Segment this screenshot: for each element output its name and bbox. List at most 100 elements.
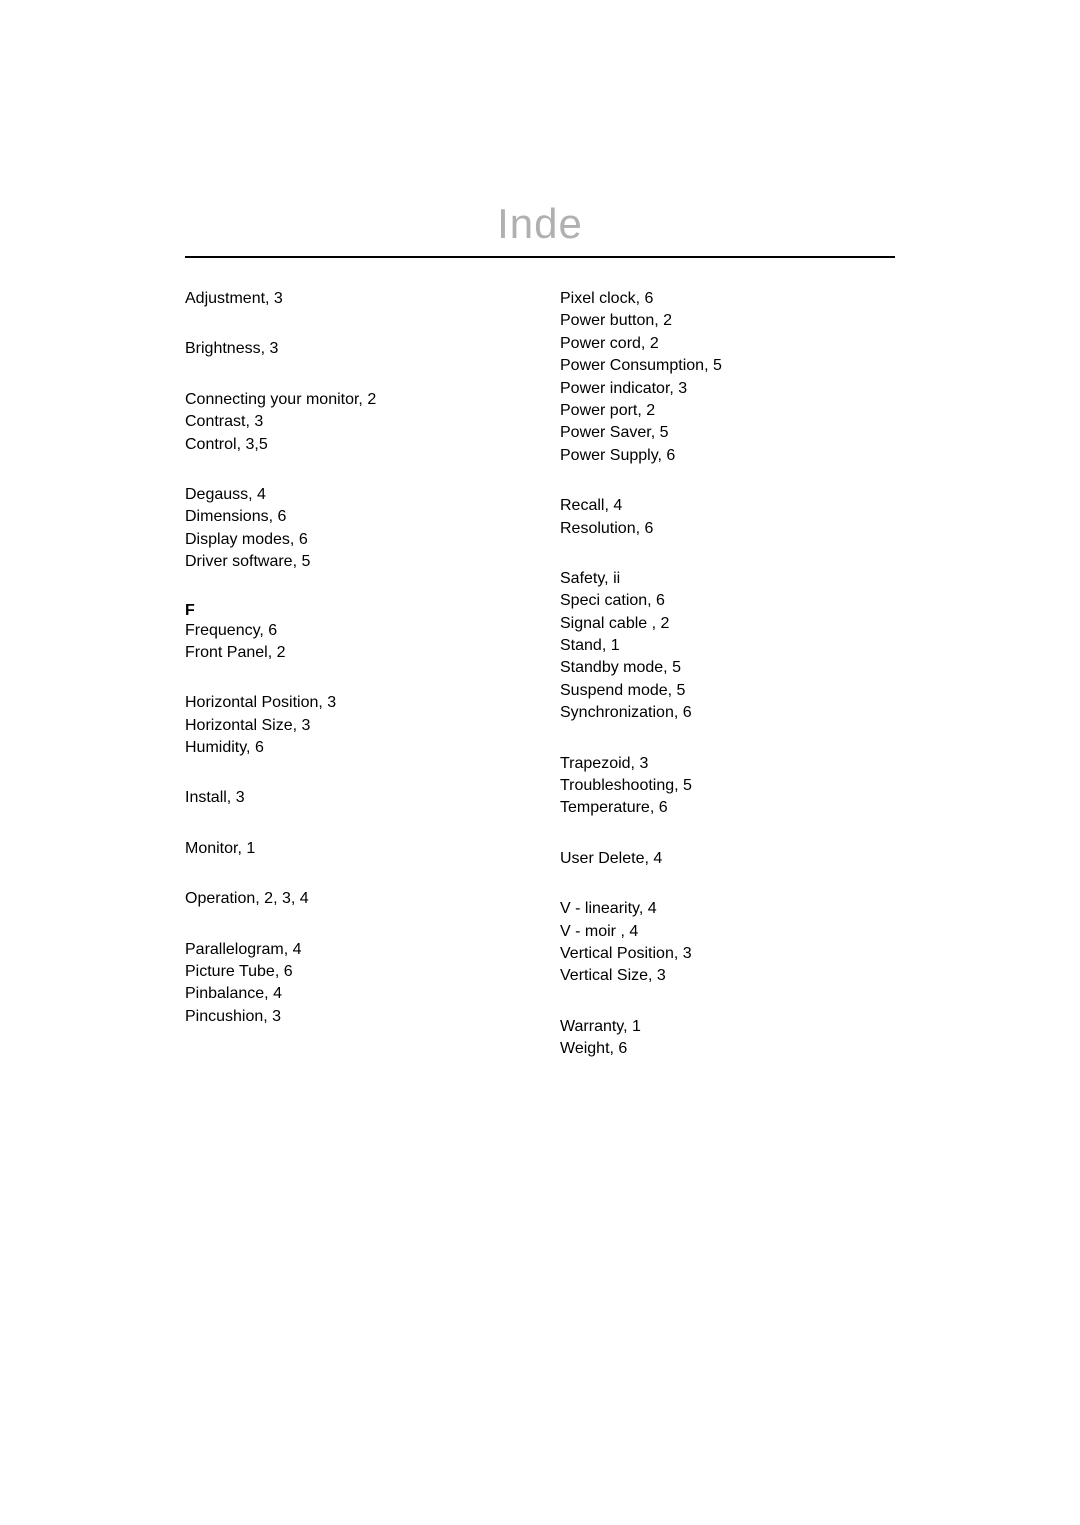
entry-term: Power Consumption,	[560, 357, 709, 374]
entry-term: Parallelogram,	[185, 941, 288, 958]
entry-term: Frequency,	[185, 622, 264, 639]
index-entry: Control, 3,5	[185, 434, 520, 456]
entry-pages: 4	[643, 900, 656, 917]
index-section: Install, 3	[185, 787, 520, 809]
index-section: Horizontal Position, 3Horizontal Size, 3…	[185, 692, 520, 759]
entry-term: Picture Tube,	[185, 963, 279, 980]
entry-term: Install,	[185, 789, 231, 806]
entry-pages: 4	[269, 985, 282, 1002]
entry-pages: 6	[654, 799, 667, 816]
entry-pages: 1	[242, 840, 255, 857]
index-entry: Standby mode, 5	[560, 657, 895, 679]
entry-term: Monitor,	[185, 840, 242, 857]
entry-pages: 6	[640, 290, 653, 307]
entry-term: Control,	[185, 436, 241, 453]
entry-pages: 1	[628, 1018, 641, 1035]
entry-pages: 4	[649, 850, 662, 867]
entry-term: Vertical Size,	[560, 967, 652, 984]
entry-pages: 6	[678, 704, 691, 721]
index-entry: Resolution, 6	[560, 518, 895, 540]
index-entry: Brightness, 3	[185, 338, 520, 360]
entry-pages: 2	[645, 335, 658, 352]
index-entry: Power button, 2	[560, 310, 895, 332]
entry-term: Power Supply,	[560, 447, 662, 464]
entry-term: Power cord,	[560, 335, 645, 352]
entry-term: Trapezoid,	[560, 755, 635, 772]
entry-pages: 3	[652, 967, 665, 984]
index-entry: Recall, 4	[560, 495, 895, 517]
right-column: Pixel clock, 6Power button, 2 Power cord,…	[560, 288, 895, 1089]
index-entry: Frequency, 6	[185, 620, 520, 642]
index-entry: Operation, 2, 3, 4	[185, 888, 520, 910]
entry-term: Temperature,	[560, 799, 654, 816]
index-entry: Install, 3	[185, 787, 520, 809]
entry-pages: 4	[625, 923, 638, 940]
index-entry: Power Saver, 5	[560, 422, 895, 444]
entry-pages: 3	[250, 413, 263, 430]
index-entry: V - linearity, 4	[560, 898, 895, 920]
entry-pages: 4	[253, 486, 266, 503]
left-column: Adjustment, 3Brightness, 3Connecting you…	[185, 288, 520, 1089]
index-entry: Power indicator, 3	[560, 378, 895, 400]
entry-pages: 5	[655, 424, 668, 441]
index-section: Brightness, 3	[185, 338, 520, 360]
entry-term: Display modes,	[185, 531, 294, 548]
entry-pages: 3	[678, 945, 691, 962]
entry-pages: 3,5	[241, 436, 268, 453]
entry-pages: 2	[363, 391, 376, 408]
entry-pages: 3	[269, 290, 282, 307]
entry-term: Signal cable ,	[560, 615, 656, 632]
index-section: Safety, iiSpeci cation, 6Signal cable , …	[560, 568, 895, 725]
index-entry: Speci cation, 6	[560, 590, 895, 612]
index-entry: Pixel clock, 6	[560, 288, 895, 310]
entry-term: V - moir ,	[560, 923, 625, 940]
entry-term: Brightness,	[185, 340, 265, 357]
index-section: Parallelogram, 4Picture Tube, 6Pinbalanc…	[185, 939, 520, 1029]
entry-pages: 6	[279, 963, 292, 980]
index-entry: Degauss, 4	[185, 484, 520, 506]
index-section: Operation, 2, 3, 4	[185, 888, 520, 910]
index-section: Pixel clock, 6Power button, 2 Power cord,…	[560, 288, 895, 467]
entry-pages: 4	[609, 497, 622, 514]
index-entry: Temperature, 6	[560, 797, 895, 819]
index-section: Warranty, 1Weight, 6	[560, 1016, 895, 1061]
entry-pages: 6	[251, 739, 264, 756]
entry-pages: 2	[272, 644, 285, 661]
index-section: Monitor, 1	[185, 838, 520, 860]
index-entry: V - moir , 4	[560, 921, 895, 943]
entry-term: V - linearity,	[560, 900, 643, 917]
entry-pages: 6	[294, 531, 307, 548]
page-title: Inde	[185, 200, 895, 248]
entry-pages: ii	[609, 570, 621, 587]
index-entry: Display modes, 6	[185, 529, 520, 551]
index-section: User Delete, 4	[560, 848, 895, 870]
index-columns: Adjustment, 3Brightness, 3Connecting you…	[185, 288, 895, 1089]
index-entry: Warranty, 1	[560, 1016, 895, 1038]
entry-term: Front Panel,	[185, 644, 272, 661]
entry-pages: 6	[273, 508, 286, 525]
index-section: Degauss, 4Dimensions, 6Display modes, 6D…	[185, 484, 520, 574]
index-entry: Connecting your monitor, 2	[185, 389, 520, 411]
index-entry: Stand, 1	[560, 635, 895, 657]
index-entry: Signal cable , 2	[560, 613, 895, 635]
index-entry: Pincushion, 3	[185, 1006, 520, 1028]
entry-pages: 3	[297, 717, 310, 734]
index-section: Connecting your monitor, 2 Contrast, 3 Con…	[185, 389, 520, 456]
entry-term: Operation,	[185, 890, 260, 907]
entry-term: Pinbalance,	[185, 985, 269, 1002]
index-entry: Vertical Size, 3	[560, 965, 895, 987]
entry-term: Driver software,	[185, 553, 297, 570]
index-entry: Picture Tube, 6	[185, 961, 520, 983]
entry-term: Power indicator,	[560, 380, 674, 397]
entry-pages: 6	[662, 447, 675, 464]
index-section: V - linearity, 4V - moir , 4Vertical Pos…	[560, 898, 895, 988]
index-entry: Pinbalance, 4	[185, 983, 520, 1005]
entry-pages: 5	[679, 777, 692, 794]
section-letter: F	[185, 602, 520, 620]
entry-term: Dimensions,	[185, 508, 273, 525]
entry-term: Power Saver,	[560, 424, 655, 441]
entry-pages: 1	[606, 637, 619, 654]
index-entry: Horizontal Size, 3	[185, 715, 520, 737]
index-entry: Safety, ii	[560, 568, 895, 590]
entry-term: Contrast,	[185, 413, 250, 430]
